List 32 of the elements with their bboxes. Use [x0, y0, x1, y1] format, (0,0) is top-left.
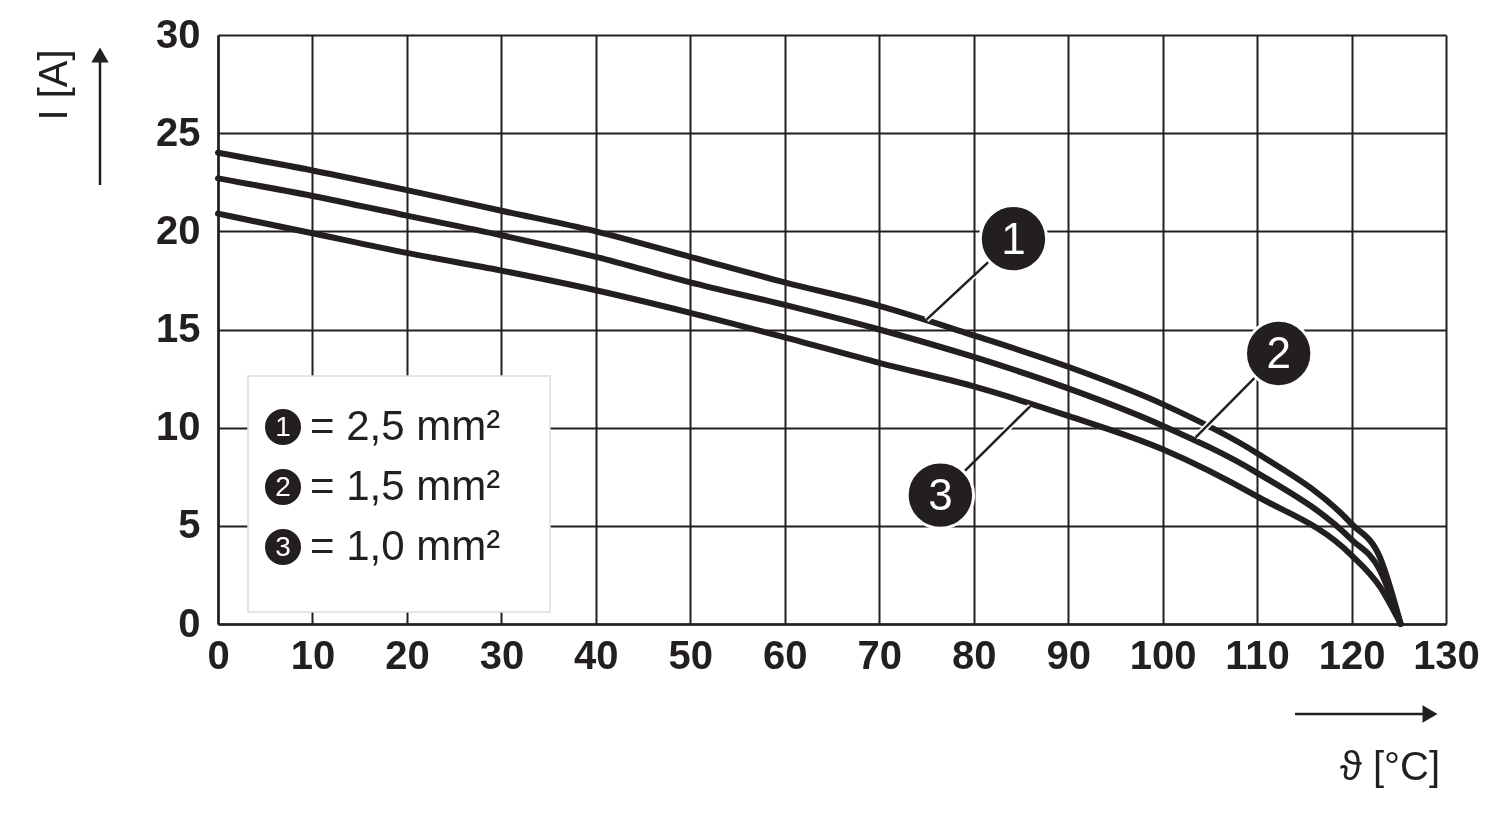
x-axis-title: ϑ [°C] — [1339, 744, 1440, 788]
x-tick-label: 60 — [763, 632, 808, 677]
y-tick-label: 20 — [156, 207, 201, 252]
text: 3 — [275, 531, 291, 562]
y-tick-label: 0 — [178, 600, 201, 645]
legend-label: = 2,5 mm² — [310, 402, 501, 449]
annotation: 1 — [1001, 213, 1026, 263]
y-tick-label: 5 — [178, 502, 201, 547]
annotation: 3 — [928, 470, 953, 520]
annotation: 2 — [1266, 328, 1291, 378]
x-tick-label: 70 — [857, 632, 902, 677]
x-tick-label: 100 — [1129, 632, 1197, 677]
legend-label: = 1,0 mm² — [310, 522, 501, 569]
y-tick-label: 30 — [156, 11, 201, 56]
x-tick-label: 90 — [1046, 632, 1091, 677]
y-tick-label: 25 — [156, 109, 201, 154]
y-axis-title: I [A] — [31, 49, 75, 121]
y-tick-label: 15 — [156, 306, 201, 350]
legend-label: = 1,5 mm² — [310, 462, 501, 509]
x-tick-label: 10 — [290, 632, 336, 677]
x-tick-label: 110 — [1225, 632, 1290, 677]
x-tick-label: 30 — [479, 632, 525, 677]
x-tick-label: 0 — [207, 632, 230, 677]
x-tick-label: 40 — [574, 632, 619, 677]
x-tick-label: 50 — [668, 632, 714, 677]
x-tick-label: 130 — [1413, 632, 1480, 677]
text: 1 — [275, 411, 291, 442]
x-tick-label: 80 — [951, 632, 997, 677]
x-tick-label: 120 — [1318, 632, 1386, 677]
text: 2 — [275, 471, 291, 502]
y-tick-label: 10 — [156, 404, 201, 449]
x-tick-label: 20 — [385, 632, 430, 677]
